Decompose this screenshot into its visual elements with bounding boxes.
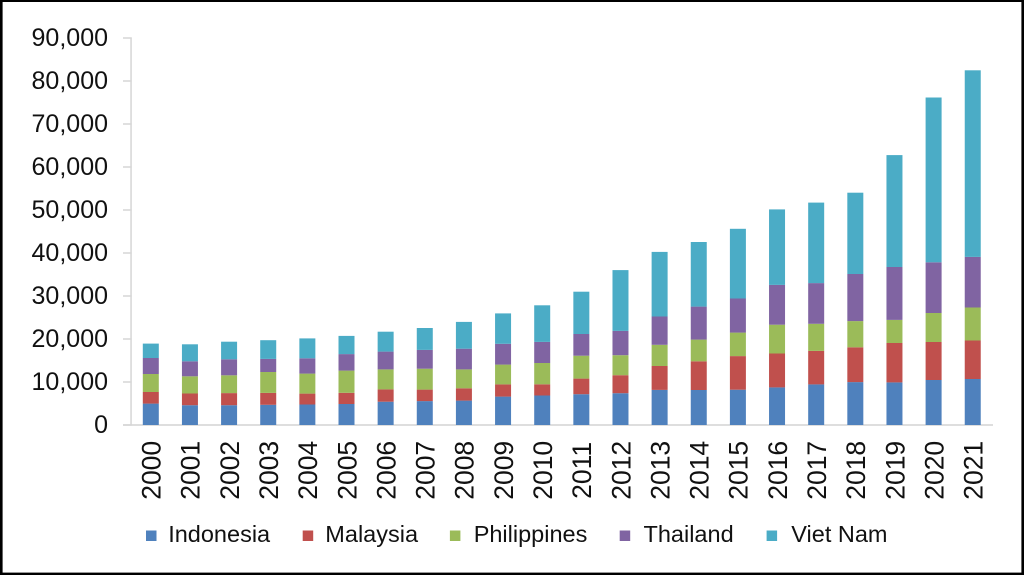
svg-text:2001: 2001 <box>176 441 206 500</box>
svg-text:Thailand: Thailand <box>644 521 734 547</box>
svg-text:2012: 2012 <box>606 441 636 500</box>
svg-text:2016: 2016 <box>763 441 793 500</box>
svg-text:2004: 2004 <box>293 441 323 500</box>
svg-text:2000: 2000 <box>137 441 167 500</box>
svg-text:Philippines: Philippines <box>474 521 588 547</box>
svg-text:2008: 2008 <box>450 441 480 500</box>
svg-text:2015: 2015 <box>724 441 754 500</box>
svg-text:2014: 2014 <box>685 441 715 500</box>
svg-text:10,000: 10,000 <box>32 368 108 396</box>
svg-text:2021: 2021 <box>959 441 989 500</box>
svg-text:2006: 2006 <box>371 441 401 500</box>
svg-text:2017: 2017 <box>802 441 832 500</box>
svg-text:50,000: 50,000 <box>32 196 108 224</box>
svg-text:2011: 2011 <box>567 442 597 499</box>
svg-text:80,000: 80,000 <box>32 67 108 95</box>
svg-text:2019: 2019 <box>880 441 910 500</box>
svg-text:2005: 2005 <box>332 441 362 500</box>
svg-text:2007: 2007 <box>411 441 441 500</box>
svg-text:2002: 2002 <box>215 441 245 500</box>
svg-text:2010: 2010 <box>528 441 558 500</box>
svg-text:30,000: 30,000 <box>32 282 108 310</box>
svg-text:Viet Nam: Viet Nam <box>791 521 887 547</box>
svg-text:0: 0 <box>94 411 108 439</box>
svg-text:Malaysia: Malaysia <box>325 521 419 547</box>
svg-text:2013: 2013 <box>645 441 675 500</box>
svg-text:70,000: 70,000 <box>32 110 108 138</box>
svg-text:2018: 2018 <box>841 441 871 500</box>
svg-text:Indonesia: Indonesia <box>168 521 271 547</box>
svg-text:2009: 2009 <box>489 441 519 500</box>
svg-text:40,000: 40,000 <box>32 239 108 267</box>
svg-text:60,000: 60,000 <box>32 153 108 181</box>
svg-text:90,000: 90,000 <box>32 24 108 52</box>
svg-text:2020: 2020 <box>919 441 949 500</box>
svg-text:20,000: 20,000 <box>32 325 108 353</box>
svg-text:2003: 2003 <box>254 441 284 500</box>
